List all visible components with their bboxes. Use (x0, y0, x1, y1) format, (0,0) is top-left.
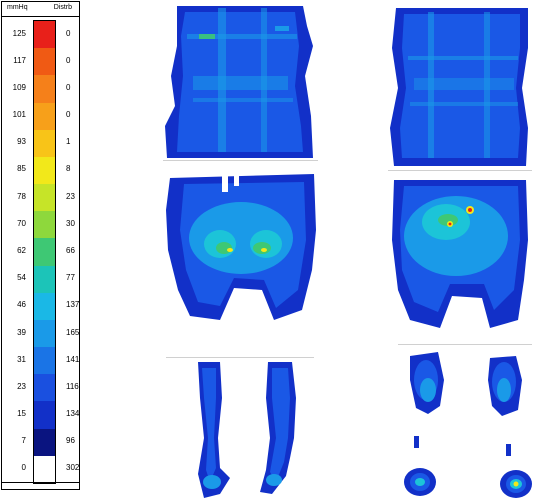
legend-swatch-78 (34, 184, 55, 212)
legend-mmhg-value: 46 (17, 300, 26, 310)
legend-mmhg-value: 0 (21, 463, 26, 473)
pressure-map-feet-right (398, 350, 536, 500)
legend-mmhg-value: 85 (17, 164, 26, 174)
legend-mmhg-value: 31 (17, 354, 26, 364)
pressure-map-buttocks-left (164, 170, 318, 322)
pressure-map-legs-left (190, 358, 300, 502)
legend-swatch-54 (34, 265, 55, 293)
legend-distrb-value: 0 (66, 28, 71, 38)
legend-swatch-15 (34, 401, 55, 429)
pressure-map-upper-back-left (163, 6, 318, 158)
legend-distrb-value: 0 (66, 82, 71, 92)
pressure-map-upper-back-right (388, 8, 532, 166)
legend-mmhg-value: 23 (17, 381, 26, 391)
legend-distrb-value: 302 (66, 463, 80, 473)
legend-swatch-109 (34, 75, 55, 103)
legend-swatch-46 (34, 292, 55, 320)
legend-mmhg-value: 15 (17, 409, 26, 419)
legend-mmhg-value: 117 (13, 55, 26, 65)
legend-distrb-value: 137 (66, 300, 80, 310)
map-divider (388, 170, 532, 171)
legend-mmhg-value: 54 (17, 273, 26, 283)
legend-swatch-125 (34, 21, 55, 49)
legend-swatch-93 (34, 129, 55, 157)
pressure-map-buttocks-right (390, 180, 530, 332)
legend-distrb-value: 23 (66, 191, 75, 201)
legend-swatch-101 (34, 102, 55, 130)
legend-mmhg-value: 70 (17, 218, 26, 228)
legend-swatch-39 (34, 319, 55, 348)
legend-mmhg-value: 109 (12, 82, 26, 92)
legend-header-mmhg: mmHq (7, 4, 28, 11)
legend-distrb-value: 1 (66, 137, 71, 147)
legend-distrb-value: 8 (66, 164, 71, 174)
legend-swatch-62 (34, 238, 55, 266)
legend-distrb-value: 77 (66, 273, 75, 283)
legend-distrb-value: 66 (66, 246, 75, 255)
legend-distrb-value: 30 (66, 218, 75, 228)
legend-mmhg-value: 125 (12, 28, 26, 38)
legend-mmhg-value: 93 (17, 137, 26, 147)
legend-color-scale (33, 20, 56, 484)
map-divider (398, 344, 532, 345)
map-divider (163, 160, 318, 161)
legend-distrb-value: 96 (66, 436, 75, 446)
legend-footer-divider (2, 482, 79, 483)
legend-distrb-value: 165 (66, 327, 80, 337)
legend-mmhg-value: 62 (17, 246, 26, 255)
legend-distrb-value: 0 (66, 110, 71, 120)
legend-swatch-117 (34, 48, 55, 76)
legend-distrb-value: 116 (66, 381, 79, 391)
legend-swatch-7 (34, 428, 55, 456)
legend-mmhg-value: 7 (21, 436, 26, 446)
legend-swatch-23 (34, 374, 55, 402)
legend-swatch-85 (34, 156, 55, 185)
legend-distrb-value: 141 (66, 354, 80, 364)
legend-swatch-31 (34, 347, 55, 375)
legend-distrb-value: 134 (66, 409, 80, 419)
legend-mmhg-value: 101 (12, 110, 26, 120)
legend-distrb-value: 0 (66, 55, 71, 65)
legend-mmhg-value: 78 (17, 191, 26, 201)
legend-swatch-0 (34, 455, 55, 483)
legend-mmhg-value: 39 (17, 327, 26, 337)
legend-swatch-70 (34, 211, 55, 239)
legend-header-divider (2, 16, 79, 17)
map-divider (166, 357, 314, 358)
legend-header-distrb: Distrb (53, 4, 72, 11)
pressure-legend: mmHq Distrb 125 0 117 0 109 0 101 0 93 1 85 8 78 23 70… (1, 1, 80, 490)
